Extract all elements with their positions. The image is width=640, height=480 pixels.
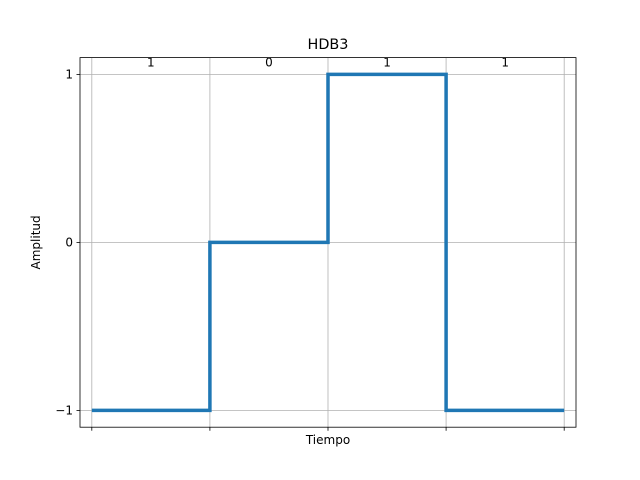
bit-labels: 1 0 1 1 bbox=[147, 55, 509, 69]
y-axis-label: Amplitud bbox=[29, 215, 43, 269]
y-tick-label: 0 bbox=[65, 236, 73, 250]
y-axis-ticks: −1 0 1 bbox=[55, 68, 565, 431]
bit-label: 0 bbox=[265, 55, 273, 69]
y-tick-label: 1 bbox=[65, 68, 73, 82]
chart-title: HDB3 bbox=[308, 37, 349, 53]
bit-label: 1 bbox=[147, 55, 155, 69]
bit-label: 1 bbox=[501, 55, 509, 69]
bit-label: 1 bbox=[383, 55, 391, 69]
hdb3-signal-line bbox=[91, 72, 565, 413]
x-axis-label: Tiempo bbox=[305, 433, 350, 447]
series-layer bbox=[91, 72, 565, 413]
y-tick-label: −1 bbox=[55, 404, 73, 418]
